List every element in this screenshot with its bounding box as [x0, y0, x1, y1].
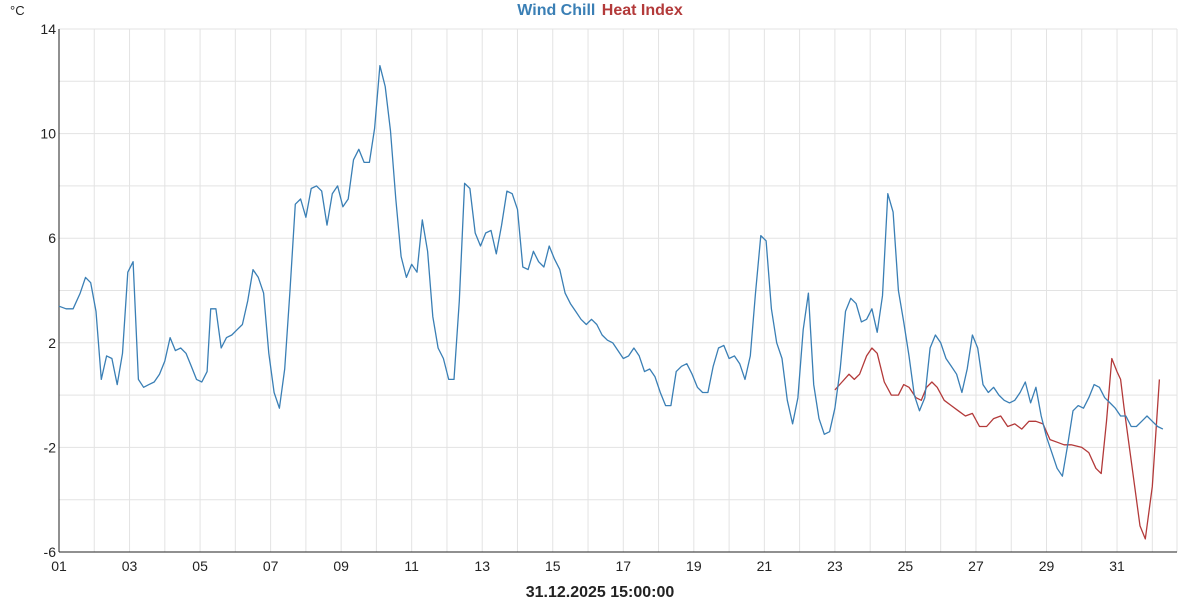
x-tick-label: 07	[263, 558, 279, 574]
y-tick-label: -2	[44, 439, 57, 455]
x-tick-label: 09	[333, 558, 349, 574]
x-tick-label: 29	[1039, 558, 1055, 574]
y-tick-label: 6	[48, 230, 56, 246]
y-tick-label: 2	[48, 335, 56, 351]
grid	[58, 28, 1178, 553]
y-tick-label: 10	[40, 126, 56, 142]
legend-wind-chill: Wind Chill	[517, 2, 596, 19]
chart-title: Wind Chill Heat Index	[0, 2, 1200, 20]
x-tick-label: 05	[192, 558, 208, 574]
x-tick-label: 03	[122, 558, 138, 574]
x-tick-label: 21	[757, 558, 773, 574]
y-tick-label: -6	[44, 544, 57, 560]
y-tick-label: 14	[40, 21, 56, 37]
x-tick-label: 19	[686, 558, 702, 574]
axes: 14 10 6 2 -2 -601 03 05 07 09 11 13 15 17 19 21 23 25 27 29…	[40, 21, 1177, 574]
x-tick-label: 15	[545, 558, 561, 574]
x-tick-label: 27	[968, 558, 984, 574]
legend-heat-index: Heat Index	[601, 2, 683, 19]
x-tick-label: 25	[898, 558, 914, 574]
x-tick-label: 31	[1109, 558, 1125, 574]
x-axis-caption: 31.12.2025 15:00:00	[525, 584, 675, 601]
series-line-heat-index	[834, 347, 1161, 540]
series-line-wind-chill	[58, 64, 1164, 477]
y-axis-unit-label: °C	[10, 3, 25, 18]
series-lines	[58, 64, 1164, 540]
x-tick-label: 01	[51, 558, 67, 574]
x-tick-label: 13	[474, 558, 490, 574]
x-tick-label: 23	[827, 558, 843, 574]
x-tick-label: 17	[616, 558, 632, 574]
x-tick-label: 11	[404, 558, 419, 574]
